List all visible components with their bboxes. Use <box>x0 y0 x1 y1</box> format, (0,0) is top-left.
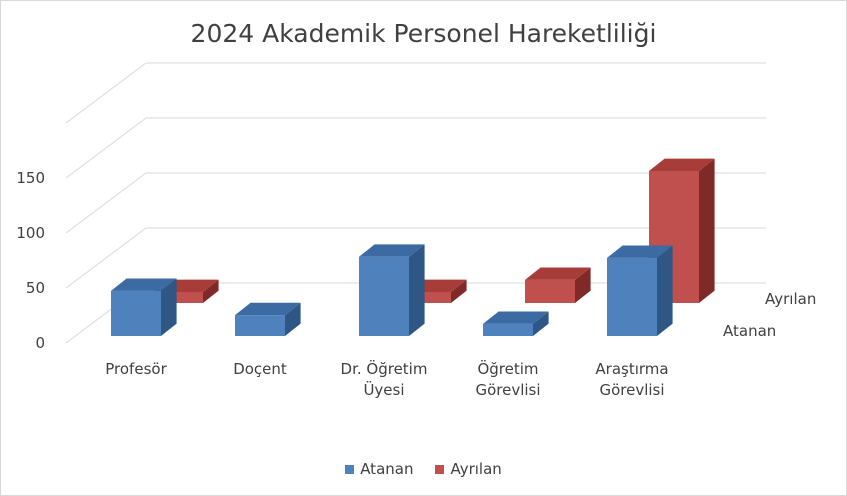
y-tick-label: 0 <box>35 334 45 352</box>
gridline-side <box>65 62 147 124</box>
bar-atanan-4-face <box>657 245 673 336</box>
x-category-label: Dr. Öğretim <box>341 359 428 378</box>
bar-atanan-1-face <box>235 315 285 336</box>
bar-atanan-2-face <box>359 244 425 257</box>
depth-label-ayrilan: Ayrılan <box>765 290 816 308</box>
depth-label-atanan: Atanan <box>723 322 776 340</box>
bar-ayrilan-3-face <box>525 279 575 303</box>
bar-atanan-2-face <box>409 244 425 336</box>
y-tick-label: 150 <box>16 169 45 187</box>
legend-label-ayrilan: Ayrılan <box>450 460 502 478</box>
legend-item-ayrilan: Ayrılan <box>435 460 502 478</box>
legend-swatch-atanan <box>345 464 355 474</box>
bar-atanan-1 <box>235 302 301 336</box>
legend-label-atanan: Atanan <box>360 460 414 478</box>
bar-atanan-0-face <box>111 290 161 336</box>
bar-atanan-3-face <box>483 323 533 336</box>
bar-atanan-4-face <box>607 257 657 336</box>
bar-atanan-0-face <box>161 278 177 336</box>
bar-atanan-1-face <box>285 302 301 336</box>
bar-atanan-4-face <box>607 245 673 258</box>
x-category-label: Doçent <box>233 360 287 378</box>
x-category-label: Öğretim <box>477 359 538 378</box>
bar-atanan-0-face <box>111 278 177 291</box>
bar-ayrilan-3 <box>525 267 591 303</box>
bar-ayrilan-4-face <box>699 158 715 303</box>
x-category-label: Araştırma <box>595 360 668 378</box>
legend-item-atanan: Atanan <box>345 460 413 478</box>
bar-atanan-4 <box>607 245 673 336</box>
gridline-side <box>65 227 147 289</box>
bar-atanan-3-face <box>483 311 549 324</box>
x-category-label: Görevlisi <box>599 381 664 399</box>
chart-title: 2024 Akademik Personel Hareketliliği <box>190 19 657 48</box>
x-category-label: Üyesi <box>363 380 404 399</box>
bar-atanan-2-face <box>359 256 409 336</box>
chart-legend: Atanan Ayrılan <box>1 460 846 478</box>
bar-atanan-1-face <box>235 302 301 316</box>
bar-atanan-2 <box>359 244 425 336</box>
bar-atanan-3 <box>483 311 549 336</box>
x-category-label: Profesör <box>105 360 167 378</box>
gridline-side <box>65 117 147 179</box>
bar-ayrilan-0-face <box>203 279 219 303</box>
bar-ayrilan-2-face <box>451 279 467 303</box>
bar-ayrilan-3-face <box>525 267 591 280</box>
bar-atanan-0 <box>111 278 177 336</box>
gridline-side <box>65 172 147 234</box>
y-tick-label: 100 <box>16 224 45 242</box>
legend-swatch-ayrilan <box>435 464 445 474</box>
x-category-label: Görevlisi <box>475 381 540 399</box>
bar-ayrilan-4 <box>649 158 715 303</box>
bar-ayrilan-4-face <box>649 158 715 171</box>
bar-atanan-3-face <box>533 311 549 336</box>
y-tick-label: 50 <box>26 279 45 297</box>
bar-ayrilan-3-face <box>575 267 591 303</box>
